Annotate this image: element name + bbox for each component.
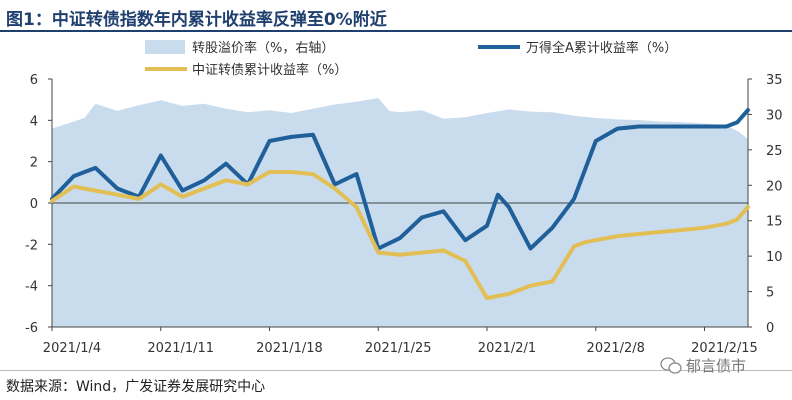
line-chart: -6 -4 -2 0 2 4 6 0 5 10 15 20 25 30 35 2021/1/4 2021/1/1… <box>25 40 783 356</box>
y-right-tick-label: 35 <box>766 73 783 88</box>
x-tick-label: 2021/1/11 <box>147 341 214 356</box>
x-tick-label: 2021/1/18 <box>256 341 323 356</box>
x-tick-label: 2021/2/15 <box>691 341 758 356</box>
footer-divider <box>0 370 792 371</box>
legend-swatch-area <box>145 40 185 54</box>
y-right-tick-label: 10 <box>766 250 783 265</box>
watermark: 郁言债市 <box>660 355 746 376</box>
wechat-icon <box>660 356 682 374</box>
data-source-note: 数据来源：Wind，广发证券发展研究中心 <box>6 379 266 395</box>
chart-title-bar: 图1：中证转债指数年内累计收益率反弹至0%附近 <box>0 0 792 32</box>
y-right-tick-label: 25 <box>766 144 783 159</box>
series-line-convertible <box>50 170 750 301</box>
y-right-tick-label: 20 <box>766 179 783 194</box>
x-tick-label: 2021/2/8 <box>587 341 645 356</box>
legend-label-area: 转股溢价率（%，右轴） <box>192 40 334 56</box>
y-right-tick-label: 15 <box>766 215 783 230</box>
y-left-tick-label: -4 <box>25 280 38 295</box>
x-tick-label: 2021/1/25 <box>365 341 432 356</box>
y-left-tick-label: 2 <box>30 156 38 171</box>
y-left-tick-label: 4 <box>30 114 38 129</box>
x-tick-label: 2021/1/4 <box>43 341 101 356</box>
series-area-premium <box>52 98 748 327</box>
watermark-text: 郁言债市 <box>686 357 747 375</box>
x-tick-label: 2021/2/1 <box>478 341 536 356</box>
y-left-tick-label: -2 <box>25 238 38 253</box>
y-left-tick-label: 6 <box>30 73 38 88</box>
chart-title: 图1：中证转债指数年内累计收益率反弹至0%附近 <box>6 10 387 30</box>
y-right-tick-label: 30 <box>766 108 783 123</box>
legend-label-wind-a: 万得全A累计收益率（%） <box>526 40 677 56</box>
y-left-tick-label: -6 <box>25 321 38 336</box>
series-line-wind-a <box>50 108 750 251</box>
y-right-tick-label: 5 <box>766 286 774 301</box>
y-left-tick-label: 0 <box>30 197 38 212</box>
y-right-tick-label: 0 <box>766 321 774 336</box>
legend-label-convertible: 中证转债累计收益率（%） <box>192 62 347 78</box>
